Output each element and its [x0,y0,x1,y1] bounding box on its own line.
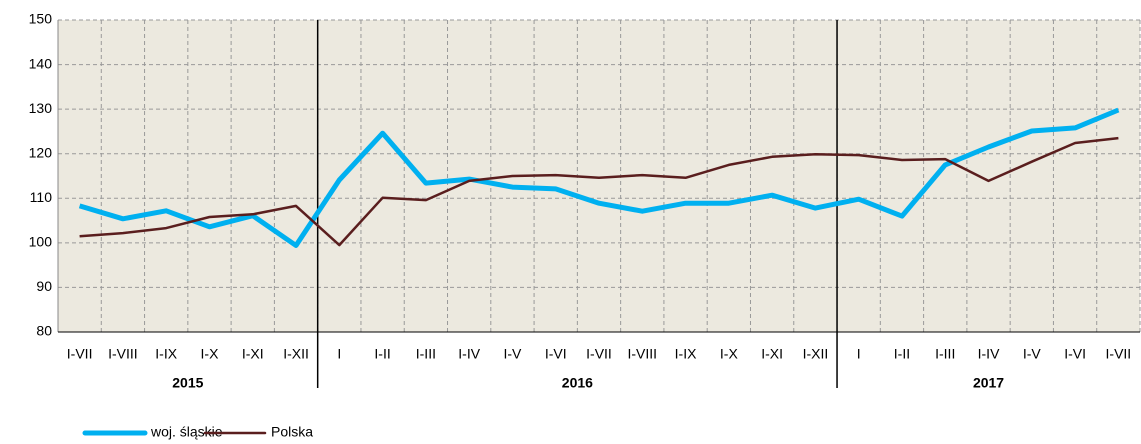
group-label: 2016 [562,375,593,391]
series-line [79,136,1119,247]
x-tick-label: I [337,346,341,362]
legend-label: woj. śląskie [150,424,223,440]
x-tick-label: I-XI [242,346,264,362]
x-tick-label: I-VI [1064,346,1086,362]
legend-label: Polska [271,424,313,440]
x-tick-label: I-VII [1106,346,1132,362]
y-tick-label: 130 [29,100,53,116]
y-tick-label: 80 [36,323,52,339]
x-tick-label: I-VII [586,346,612,362]
group-label: 2015 [172,375,203,391]
x-tick-label: I-XII [283,346,309,362]
x-tick-label: I-VII [67,346,93,362]
plot-area [58,20,1140,332]
x-tick-label: I-V [503,346,522,362]
x-tick-label: I-XII [803,346,829,362]
y-tick-label: 90 [36,278,52,294]
y-tick-label: 110 [30,189,53,205]
x-tick-label: I-II [374,346,390,362]
group-label: 2017 [973,375,1004,391]
x-tick-label: I-VIII [108,346,138,362]
x-tick-label: I-IX [675,346,697,362]
x-tick-label: I-III [935,346,955,362]
x-tick-label: I [857,346,861,362]
y-tick-label: 120 [29,144,53,160]
y-tick-label: 140 [29,55,53,71]
x-tick-label: I-X [720,346,739,362]
y-tick-label: 150 [29,11,53,27]
x-tick-label: I-VIII [627,346,657,362]
x-tick-label: I-XI [761,346,783,362]
x-tick-label: I-VI [545,346,567,362]
x-tick-label: I-IV [458,346,480,362]
y-tick-label: 100 [29,234,53,250]
x-tick-label: I-X [201,346,220,362]
x-tick-label: I-II [894,346,910,362]
x-tick-label: I-V [1023,346,1042,362]
series-line [78,107,1120,248]
x-tick-label: I-III [416,346,436,362]
x-tick-label: I-IV [978,346,1000,362]
x-tick-label: I-IX [155,346,177,362]
